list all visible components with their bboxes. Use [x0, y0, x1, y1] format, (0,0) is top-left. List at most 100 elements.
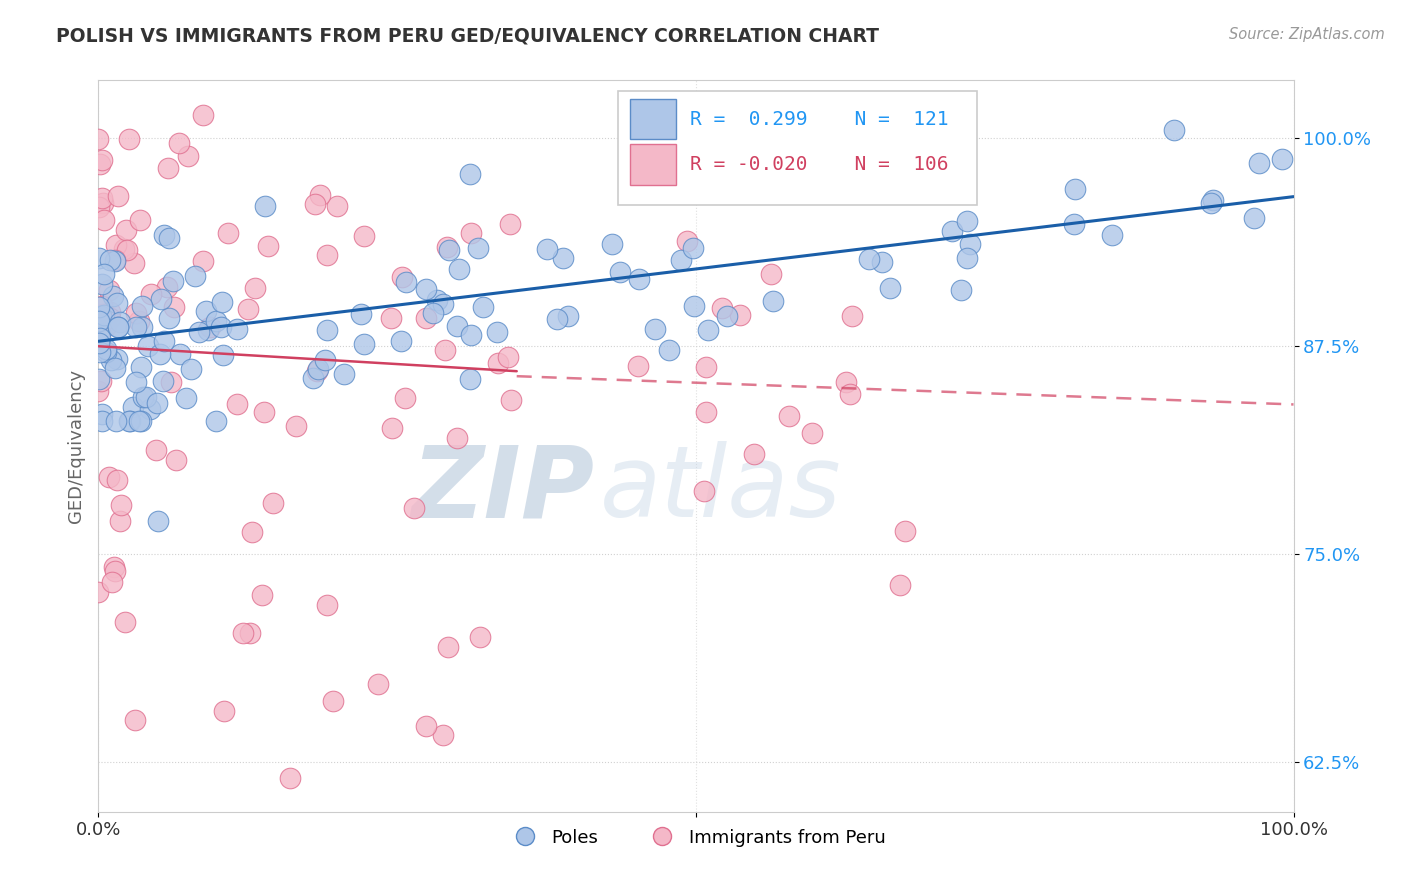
Point: [458, 167, 481, 181]
Point: [801, 425, 824, 440]
Point: [125, 320, 148, 334]
Point: [91, 414, 114, 428]
Point: [93, 268, 115, 282]
Point: [169, 347, 191, 361]
Point: [107, 189, 129, 203]
Point: [156, 161, 179, 175]
Point: [89, 331, 111, 345]
Point: [391, 334, 413, 348]
Point: [114, 615, 136, 629]
Point: [162, 274, 184, 288]
Point: [108, 514, 131, 528]
Point: [148, 347, 170, 361]
Point: [87, 384, 110, 398]
Bar: [630, 99, 676, 139]
Point: [468, 630, 491, 644]
Point: [778, 409, 800, 423]
Point: [128, 414, 150, 428]
Point: [198, 320, 221, 334]
Point: [87, 584, 110, 599]
Point: [941, 224, 963, 238]
Point: [139, 287, 162, 301]
Point: [415, 719, 437, 733]
Point: [87, 200, 110, 214]
Point: [135, 390, 157, 404]
Point: [89, 326, 111, 341]
Point: [437, 640, 460, 655]
Point: [956, 251, 979, 265]
Point: [156, 280, 179, 294]
Point: [89, 157, 111, 171]
Point: [553, 251, 575, 265]
Point: [415, 311, 437, 326]
Point: [152, 228, 174, 243]
Point: [1101, 228, 1123, 243]
Point: [627, 359, 650, 374]
Point: [422, 306, 444, 320]
Point: [91, 307, 114, 321]
Point: [394, 391, 416, 405]
Point: [139, 401, 162, 416]
Point: [145, 442, 167, 457]
Point: [949, 283, 972, 297]
Point: [253, 404, 276, 418]
Point: [128, 313, 150, 327]
Point: [103, 288, 125, 302]
Point: [112, 242, 135, 256]
Bar: [630, 145, 676, 185]
Point: [89, 345, 111, 359]
Point: [496, 350, 519, 364]
Point: [250, 589, 273, 603]
Point: [316, 248, 339, 262]
Point: [105, 238, 128, 252]
Point: [893, 524, 915, 539]
Point: [889, 578, 911, 592]
Point: [167, 136, 190, 150]
Point: [93, 309, 115, 323]
Point: [90, 407, 112, 421]
Point: [157, 311, 180, 326]
Point: [759, 140, 782, 154]
Point: [103, 560, 125, 574]
Point: [432, 728, 454, 742]
Point: [105, 351, 128, 366]
Text: ZIP: ZIP: [412, 442, 595, 539]
Point: [115, 223, 138, 237]
Point: [100, 252, 122, 267]
Point: [437, 244, 460, 258]
Point: [308, 188, 330, 202]
Point: [94, 342, 117, 356]
Point: [87, 131, 110, 145]
Point: [546, 312, 568, 326]
Text: Source: ZipAtlas.com: Source: ZipAtlas.com: [1229, 27, 1385, 42]
Point: [118, 131, 141, 145]
Point: [956, 214, 979, 228]
Point: [212, 704, 235, 718]
Point: [118, 414, 141, 428]
Point: [458, 372, 481, 386]
Point: [472, 301, 495, 315]
Point: [1199, 195, 1222, 210]
Point: [628, 272, 651, 286]
Point: [104, 360, 127, 375]
Point: [245, 281, 267, 295]
Point: [204, 314, 226, 328]
Point: [262, 496, 284, 510]
Point: [148, 514, 170, 528]
Point: [177, 149, 200, 163]
Point: [107, 320, 129, 334]
Point: [285, 419, 308, 434]
Point: [110, 498, 132, 512]
Point: [415, 282, 437, 296]
Point: [353, 337, 375, 351]
Point: [253, 198, 276, 212]
Point: [91, 196, 114, 211]
Point: [380, 310, 402, 325]
Point: [367, 677, 389, 691]
Point: [304, 197, 326, 211]
Point: [121, 400, 143, 414]
Point: [91, 153, 114, 168]
Point: [107, 319, 129, 334]
Point: [316, 599, 339, 613]
Point: [153, 334, 176, 348]
